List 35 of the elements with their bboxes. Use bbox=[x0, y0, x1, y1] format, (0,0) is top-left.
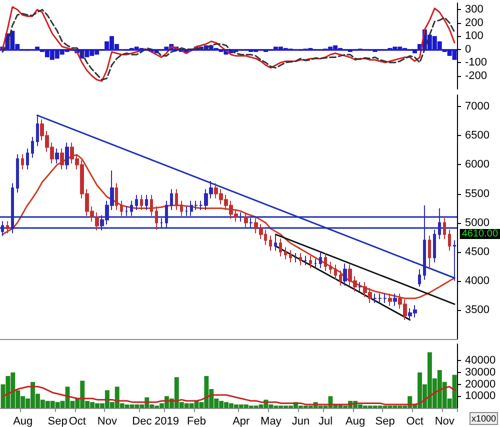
x-tick-label: Jun bbox=[292, 416, 310, 427]
y-tick-label: 6000 bbox=[465, 158, 490, 171]
y-tick-label: 300 bbox=[465, 4, 484, 16]
y-tick-label: 6500 bbox=[465, 130, 490, 142]
y-tick-label: 0 bbox=[465, 43, 472, 56]
y-tick-label: 10000 bbox=[465, 390, 496, 402]
y-tick-label: -200 bbox=[465, 70, 488, 82]
x-tick-label: Aug bbox=[13, 416, 33, 427]
y-tick-label: 40000 bbox=[465, 354, 496, 367]
y-tick-label: 5000 bbox=[465, 216, 490, 229]
y-tick-label: 100 bbox=[465, 30, 484, 42]
text: x1000 bbox=[471, 414, 496, 424]
x-tick-label: Sep bbox=[48, 416, 68, 427]
x-tick-label: Aug bbox=[345, 416, 366, 427]
y-tick-label: 30000 bbox=[465, 366, 496, 378]
x-tick-label: Apr bbox=[232, 416, 250, 427]
text: 4610.00 bbox=[462, 228, 498, 240]
y-tick-label: 5500 bbox=[465, 188, 490, 200]
x-tick-label: Oct bbox=[68, 416, 86, 427]
y-tick-label: 200 bbox=[465, 16, 484, 29]
x-tick-label: May bbox=[260, 416, 282, 427]
y-tick-label: 3500 bbox=[465, 304, 490, 316]
y-tick-label: -100 bbox=[465, 56, 488, 69]
x-tick-label: Dec bbox=[132, 416, 152, 427]
x-tick-label: 2019 bbox=[154, 416, 179, 427]
x-tick-label: Feb bbox=[187, 416, 206, 427]
y-tick-label: 7000 bbox=[465, 100, 490, 113]
y-tick-label: 4000 bbox=[465, 274, 490, 287]
x-tick-label: Jul bbox=[318, 416, 333, 427]
y-tick-label: 4500 bbox=[465, 246, 490, 258]
y-tick-label: 20000 bbox=[465, 378, 496, 390]
x-tick-label: Sep bbox=[375, 416, 395, 427]
x-tick-label: Oct bbox=[406, 416, 424, 427]
x-tick-label: Nov bbox=[434, 416, 455, 427]
x-tick-label: Nov bbox=[97, 416, 118, 427]
